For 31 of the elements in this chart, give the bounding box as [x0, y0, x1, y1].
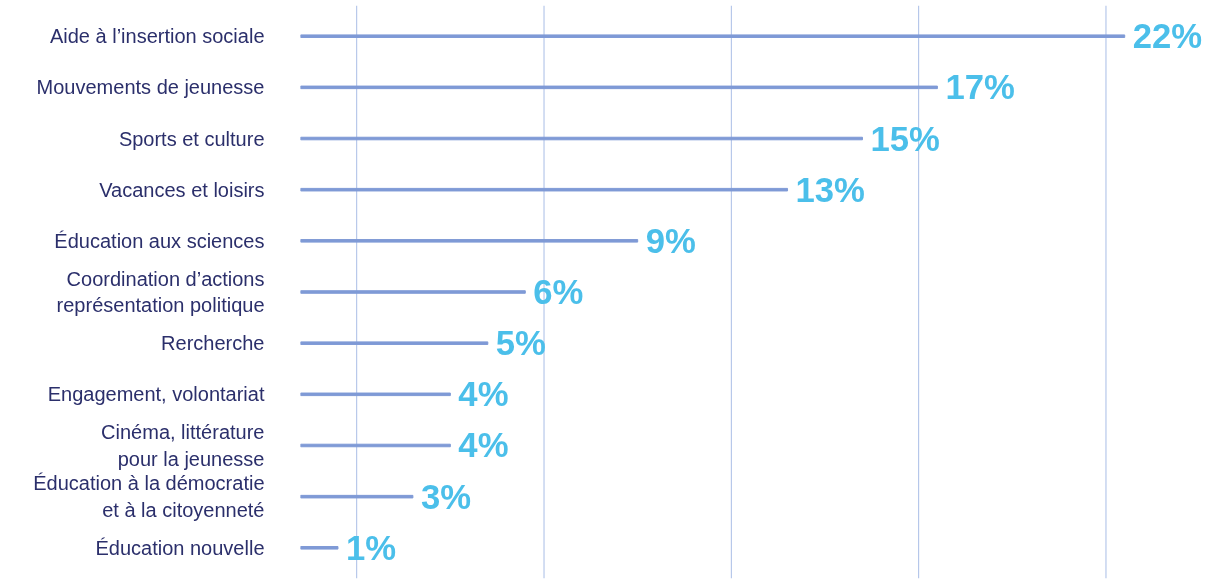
- y-tick-label: Mouvements de jeunesse: [36, 76, 265, 99]
- data-label: 3%: [420, 477, 471, 516]
- bar: [300, 34, 1126, 38]
- data-label: 4%: [458, 426, 509, 465]
- y-tick-label: Éducation aux sciences: [54, 229, 265, 252]
- data-label: 1%: [345, 528, 397, 567]
- bar: [300, 546, 339, 550]
- data-label: 6%: [533, 273, 584, 311]
- bar: [300, 494, 414, 499]
- y-tick-label: Aide à l’insertion sociale: [49, 25, 265, 48]
- bar: [300, 341, 489, 345]
- y-tick-label: Cinéma, littérature pour la jeunesse: [101, 421, 265, 470]
- bar: [300, 392, 451, 397]
- y-tick-label: Engagement, volontariat: [47, 383, 265, 406]
- y-tick-label: Éducation nouvelle: [95, 536, 265, 559]
- data-label: 4%: [458, 375, 509, 414]
- data-label: 17%: [945, 68, 1015, 107]
- bar: [300, 85, 938, 90]
- y-tick-label: Rercherche: [161, 332, 265, 355]
- bar: [300, 290, 526, 294]
- y-tick-label: Sports et culture: [118, 127, 265, 150]
- data-label: 9%: [645, 221, 696, 260]
- bar: [300, 239, 639, 243]
- data-label: 22%: [1132, 17, 1203, 56]
- bar: [300, 187, 789, 192]
- y-tick-label: Éducation à la démocratie et à la citoyenneté: [33, 472, 265, 521]
- y-tick-label: Vacances et loisirs: [99, 178, 265, 201]
- data-label: 15%: [870, 119, 940, 158]
- data-label: 13%: [795, 170, 865, 209]
- y-tick-label: Coordination d’actions représentation politique: [56, 267, 265, 317]
- data-label: 5%: [495, 324, 546, 363]
